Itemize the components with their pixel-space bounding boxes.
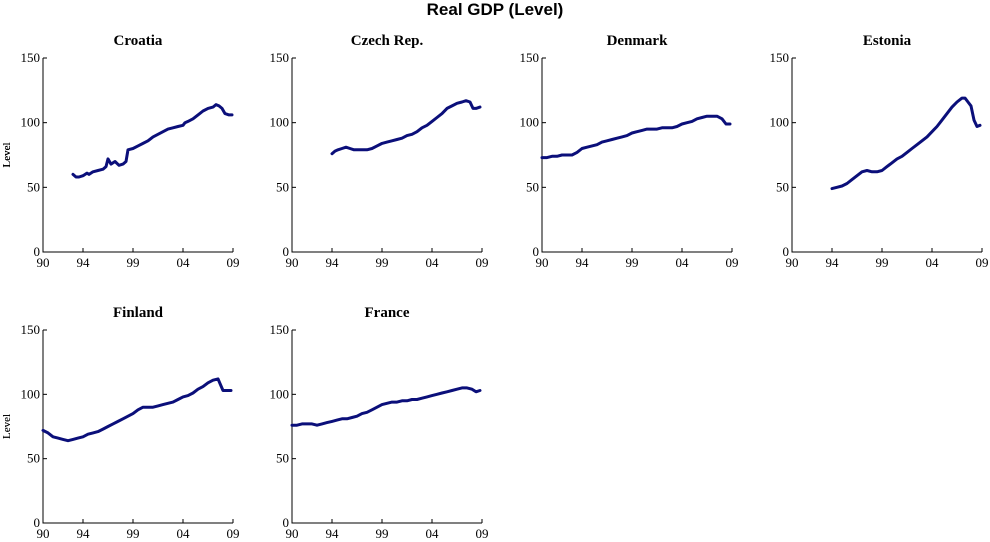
y-tick-label: 100 [770, 115, 790, 130]
x-tick-label: 90 [286, 526, 299, 541]
y-tick-label: 150 [770, 50, 790, 65]
chart-panel: Finland 0 50 100 150 90 94 99 04 09 Level [1, 305, 240, 541]
y-tick-label: 0 [283, 515, 290, 530]
x-tick-label: 90 [786, 255, 799, 270]
y-axis-label: Level [1, 142, 13, 167]
y-axis-label: Level [1, 142, 13, 167]
x-tick-label: 99 [376, 255, 389, 270]
y-tick-label: 100 [21, 386, 41, 401]
series-line [290, 386, 482, 427]
x-tick-label: 94 [826, 255, 840, 270]
series-line [830, 96, 982, 191]
y-tick-label: 50 [27, 451, 40, 466]
chart-panel: France 0 50 100 150 90 94 99 04 09 Level [1, 305, 489, 541]
y-tick-label: 50 [526, 179, 539, 194]
chart-panel: Croatia 0 50 100 150 90 94 99 04 09 Level [1, 33, 240, 270]
series-line [41, 377, 233, 443]
x-tick-label: 99 [376, 526, 389, 541]
y-tick-label: 0 [34, 244, 41, 259]
y-tick-label: 100 [270, 386, 290, 401]
series-line [71, 103, 234, 179]
x-tick-label: 99 [127, 255, 140, 270]
x-tick-label: 04 [926, 255, 940, 270]
panel-title: Estonia [863, 33, 912, 49]
y-tick-label: 150 [21, 322, 41, 337]
y-tick-label: 0 [283, 244, 290, 259]
x-tick-label: 04 [426, 255, 440, 270]
y-tick-label: 100 [21, 115, 41, 130]
y-axis-label: Level [1, 414, 13, 439]
axis-line [291, 58, 482, 253]
axis-line [42, 330, 233, 524]
y-tick-label: 0 [34, 515, 41, 530]
panel-title: Czech Rep. [351, 33, 424, 49]
y-axis-label: Level [1, 142, 13, 167]
x-tick-label: 04 [676, 255, 690, 270]
y-tick-label: 150 [21, 50, 41, 65]
panel-title: France [365, 305, 410, 321]
x-tick-label: 99 [127, 526, 140, 541]
y-axis-label: Level [1, 414, 13, 439]
y-tick-label: 50 [276, 451, 289, 466]
x-tick-label: 90 [536, 255, 549, 270]
chart-panel: Estonia 0 50 100 150 90 94 99 04 09 Level [1, 33, 989, 270]
x-tick-label: 04 [177, 526, 191, 541]
y-tick-label: 50 [276, 179, 289, 194]
axis-line [291, 330, 482, 524]
panel-title: Croatia [114, 33, 163, 49]
x-tick-label: 09 [227, 255, 240, 270]
y-tick-label: 50 [27, 179, 40, 194]
figure-title: Real GDP (Level) [427, 0, 564, 19]
y-tick-label: 0 [533, 244, 540, 259]
x-tick-label: 09 [476, 255, 489, 270]
x-tick-label: 90 [37, 255, 50, 270]
x-tick-label: 09 [227, 526, 240, 541]
x-tick-label: 04 [177, 255, 191, 270]
y-tick-label: 150 [520, 50, 540, 65]
y-tick-label: 50 [776, 179, 789, 194]
axis-line [42, 58, 233, 253]
x-tick-label: 94 [326, 526, 340, 541]
x-tick-label: 94 [77, 526, 91, 541]
x-tick-label: 09 [476, 526, 489, 541]
x-tick-label: 99 [626, 255, 639, 270]
panel-title: Finland [113, 305, 164, 321]
x-tick-label: 94 [77, 255, 91, 270]
chart-panel: Czech Rep. 0 50 100 150 90 94 99 04 09 Level [1, 33, 489, 270]
panel-title: Denmark [607, 33, 668, 49]
x-tick-label: 04 [426, 526, 440, 541]
y-tick-label: 0 [783, 244, 790, 259]
x-tick-label: 94 [576, 255, 590, 270]
y-axis-label: Level [1, 142, 13, 167]
x-tick-label: 94 [326, 255, 340, 270]
axis-line [791, 58, 982, 253]
y-tick-label: 100 [520, 115, 540, 130]
series-line [330, 99, 482, 156]
y-tick-label: 150 [270, 50, 290, 65]
y-tick-label: 100 [270, 115, 290, 130]
y-tick-label: 150 [270, 322, 290, 337]
x-tick-label: 09 [726, 255, 739, 270]
x-tick-label: 99 [876, 255, 889, 270]
series-line [540, 114, 732, 160]
chart-panel: Denmark 0 50 100 150 90 94 99 04 09 Level [1, 33, 739, 270]
x-tick-label: 09 [976, 255, 989, 270]
x-tick-label: 90 [286, 255, 299, 270]
x-tick-label: 90 [37, 526, 50, 541]
